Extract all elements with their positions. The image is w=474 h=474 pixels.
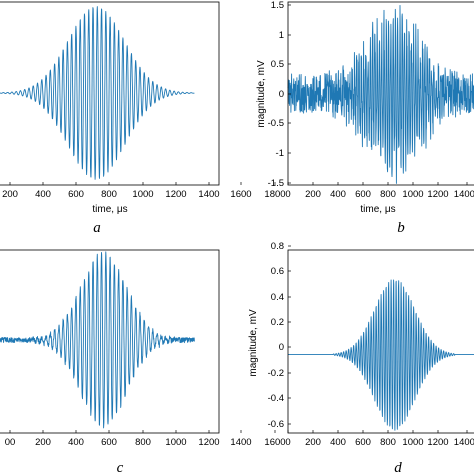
y-tick-label: 1.5 [271,0,284,11]
x-tick-label: 1400 [230,437,251,448]
y-axis-label-b: magnitude, mV [256,60,267,128]
x-tick-label: 1000 [132,189,153,200]
x-tick-label: 600 [355,189,371,200]
x-axis-label-b: time, μs [360,204,395,215]
y-tick-label: -1.5 [268,178,284,189]
x-tick-label: 200 [2,189,18,200]
x-tick-label: 1000 [165,437,186,448]
y-tick-label: 0.5 [271,59,284,70]
y-tick-label: 0 [279,342,284,353]
x-tick-label: 800 [380,437,396,448]
panel-label-b: b [397,220,405,236]
y-ticks-d: -0.6 -0.4 -0.2 0 0.2 0.4 0.6 0.8 [268,241,291,430]
chart-panel-b: 0 200 400 600 800 1000 1200 14000 -1.5 -1 -0.5 0 0.… [256,0,474,236]
y-tick-label: 0 [279,89,284,100]
panel-label-c: c [117,460,124,474]
x-tick-label: 800 [101,189,117,200]
x-tick-label: 200 [35,437,51,448]
x-tick-label: 1200 [427,189,448,200]
panel-label-a: a [93,220,101,236]
axes-frame-a [0,1,220,186]
x-tick-label: 1600 [230,189,251,200]
x-tick-label: 1200 [427,437,448,448]
y-tick-label: 1 [279,30,284,41]
x-tick-label: 14000 [454,437,474,448]
x-tick-label: 0 [285,189,290,200]
y-tick-label: 0.6 [271,266,284,277]
x-ticks-d: 0 200 400 600 800 1000 1200 14000 [285,430,474,448]
y-tick-label: -0.6 [268,419,284,430]
panel-label-d: d [394,460,402,474]
x-tick-label: 1400 [198,189,219,200]
y-tick-label: -1 [276,148,284,159]
chart-panel-a: 200 400 600 800 1000 1200 1400 1600 1800 time, μ… [0,1,286,236]
x-tick-label: 200 [305,437,321,448]
x-tick-label: 1000 [402,189,423,200]
x-tick-label: 600 [355,437,371,448]
x-tick-label: 800 [135,437,151,448]
y-tick-label: 0.2 [271,317,284,328]
x-tick-label: 1800 [264,189,285,200]
chart-panel-c: 00 200 400 600 800 1000 1200 1400 1600 c [0,249,286,474]
y-ticks-b: -1.5 -1 -0.5 0 0.5 1 1.5 [268,0,291,189]
y-tick-label: -0.2 [268,368,284,379]
y-tick-label: -0.4 [268,393,284,404]
signal-line-c [0,251,195,429]
y-tick-label: 0.8 [271,241,284,252]
x-tick-label: 800 [380,189,396,200]
signal-line-d [287,279,474,431]
x-tick-label: 1200 [198,437,219,448]
y-axis-label-d: magnitude, mV [248,309,259,377]
x-tick-label: 1000 [402,437,423,448]
x-tick-label: 1200 [165,189,186,200]
x-ticks-c: 00 200 400 600 800 1000 1200 1400 1600 [5,430,286,448]
signal-line-b [287,5,474,184]
chart-panel-d: 0 200 400 600 800 1000 1200 14000 -0.6 -0.4 -0.2 0… [248,241,474,474]
x-tick-label: 1600 [264,437,285,448]
x-tick-label: 400 [68,437,84,448]
x-tick-label: 600 [101,437,117,448]
x-axis-label-a: time, μs [92,204,127,215]
signal-line-a [0,6,195,180]
x-ticks-a: 200 400 600 800 1000 1200 1400 1600 1800 [2,182,286,200]
x-tick-label: 600 [68,189,84,200]
x-tick-label: 0 [285,437,290,448]
y-tick-label: -0.5 [268,118,284,129]
axes-frame-c [0,249,220,434]
x-tick-label: 400 [330,189,346,200]
x-tick-label: 400 [35,189,51,200]
x-ticks-b: 0 200 400 600 800 1000 1200 14000 [285,182,474,200]
y-tick-label: 0.4 [271,292,284,303]
x-tick-label: 00 [5,437,16,448]
x-tick-label: 400 [330,437,346,448]
x-tick-label: 200 [305,189,321,200]
x-tick-label: 14000 [454,189,474,200]
